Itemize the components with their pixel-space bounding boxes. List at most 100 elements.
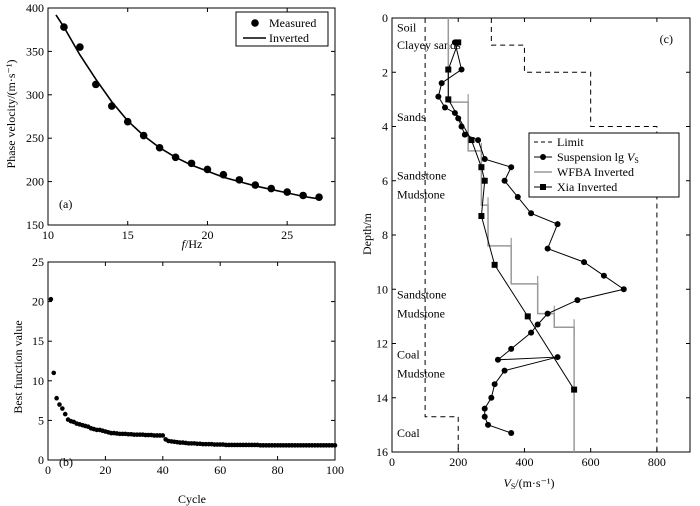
- suspension-point: [528, 329, 535, 336]
- suspension-point: [485, 421, 492, 428]
- suspension-point: [508, 164, 515, 171]
- best-value-point: [160, 433, 166, 438]
- panel-b-x-tick-label: 100: [326, 463, 344, 477]
- legend-measured-marker: [251, 19, 259, 27]
- panel-a-tick-labels: 10 15 20 25 150 200 250 300 350 400: [26, 1, 293, 242]
- panel-c-x-label-unit: /(m·s⁻¹): [515, 476, 554, 490]
- suspension-point: [458, 66, 465, 73]
- panel-b-plot-area: [47, 261, 336, 461]
- panel-a-x-tick-label: 20: [201, 228, 213, 242]
- panel-b-y-tick-label: 10: [32, 374, 44, 388]
- panel-b-tick-labels: 0 20 40 60 80 100 0 5 10 15 20 25: [32, 255, 344, 477]
- panel-a-label: (a): [59, 197, 72, 211]
- panel-b-y-axis-label: Best function value: [11, 320, 25, 413]
- limit-line-upper: [490, 18, 658, 452]
- measured-point: [76, 43, 84, 51]
- layer-label: Mudstone: [397, 366, 445, 380]
- panel-a-y-tick-label: 250: [26, 131, 44, 145]
- xia-inverted-point: [478, 164, 485, 171]
- panel-a-x-tick-label: 15: [122, 228, 134, 242]
- measured-point: [187, 159, 196, 168]
- suspension-point: [481, 405, 488, 412]
- legend-wfba-label: WFBA Inverted: [557, 165, 634, 179]
- suspension-point: [491, 381, 498, 388]
- best-value-point: [62, 411, 68, 417]
- suspension-point: [438, 80, 445, 87]
- wfba-inverted-line: [447, 18, 575, 452]
- layer-label: Sandstone: [397, 288, 446, 302]
- panel-b-best-function-chart: 0 20 40 60 80 100 0 5 10 15 20 25 (b) Cycle Best fu…: [11, 255, 344, 506]
- panel-a-y-tick-label: 150: [26, 218, 44, 232]
- panel-c-series: [424, 18, 658, 452]
- legend-xia-label: Xia Inverted: [557, 180, 617, 194]
- measured-point: [283, 188, 291, 196]
- suspension-point: [475, 137, 482, 144]
- suspension-point: [534, 321, 541, 328]
- panel-b-x-tick-label: 80: [272, 463, 284, 477]
- legend-limit-label: Limit: [557, 135, 584, 149]
- panel-c-x-tick-label: 600: [582, 455, 600, 469]
- suspension-point: [581, 259, 588, 266]
- panel-b-label: (b): [59, 455, 73, 469]
- xia-inverted-point: [468, 137, 475, 144]
- legend-suspension-marker: [540, 154, 546, 160]
- panel-b-x-axis-label: Cycle: [178, 492, 206, 506]
- panel-c-layer-labels: Soil Clayey sands Sands Sandstone Mudstone Sa…: [397, 20, 461, 440]
- panel-b-series: [48, 296, 338, 448]
- measured-point: [315, 193, 323, 202]
- measured-point: [60, 23, 68, 31]
- suspension-point: [508, 430, 515, 437]
- xia-inverted-point: [491, 261, 498, 268]
- layer-label: Sands: [397, 110, 426, 124]
- panel-b-y-tick-label: 0: [38, 453, 44, 467]
- panel-c-y-tick-label: 2: [382, 65, 388, 79]
- panel-c-y-tick-label: 0: [382, 11, 388, 25]
- suspension-point: [600, 272, 607, 279]
- panel-c-y-tick-label: 4: [382, 120, 388, 134]
- layer-label: Coal: [397, 426, 420, 440]
- layer-label: Coal: [397, 347, 420, 361]
- panel-b-y-tick-label: 15: [32, 334, 44, 348]
- panel-b-x-tick-label: 20: [99, 463, 111, 477]
- suspension-point: [574, 297, 581, 304]
- xia-inverted-point: [478, 213, 485, 220]
- panel-c-x-tick-label: 800: [648, 455, 666, 469]
- suspension-point: [501, 367, 508, 374]
- panel-c-x-tick-label: 400: [515, 455, 533, 469]
- suspension-point: [461, 131, 468, 138]
- suspension-point: [544, 245, 551, 252]
- panel-c-frame: [391, 17, 691, 453]
- panel-b-y-tick-label: 5: [38, 413, 44, 427]
- panel-a-y-tick-label: 400: [26, 1, 44, 15]
- limit-line-lower: [424, 18, 459, 452]
- best-value-point: [54, 395, 59, 401]
- layer-label: Soil: [397, 20, 417, 34]
- panel-a-y-tick-label: 300: [26, 88, 44, 102]
- panel-c-y-tick-label: 6: [382, 174, 388, 188]
- panel-b-y-tick-label: 20: [32, 295, 44, 309]
- suspension-point: [481, 156, 488, 163]
- legend-xia-marker: [540, 184, 546, 190]
- panel-c-plot-area: [391, 17, 691, 453]
- panel-c-legend-box: [528, 132, 680, 198]
- panel-c-y-tick-label: 16: [376, 445, 388, 459]
- panel-b-x-tick-label: 0: [45, 463, 51, 477]
- panel-c-y-tick-label: 10: [376, 282, 388, 296]
- panel-c-x-label-sub: S: [511, 482, 515, 491]
- panel-c-x-tick-label: 200: [449, 455, 467, 469]
- suspension-point: [494, 356, 501, 363]
- panel-b-ticks: [47, 261, 336, 461]
- panel-c-x-axis-label: VS/(m·s⁻¹): [503, 476, 554, 491]
- layer-label: Sandstone: [397, 168, 446, 182]
- xia-inverted-point: [455, 39, 462, 46]
- best-value-point: [60, 406, 65, 411]
- panel-a-x-axis-label: f/Hz: [182, 237, 203, 251]
- measured-point: [299, 191, 307, 200]
- panel-c-y-axis-label: Depth/m: [360, 212, 374, 255]
- measured-point: [235, 176, 244, 184]
- panel-b-x-tick-label: 60: [214, 463, 226, 477]
- panel-a-x-tick-label: 25: [281, 228, 293, 242]
- panel-a-legend-box: [235, 11, 329, 47]
- panel-b-y-tick-label: 25: [32, 255, 44, 269]
